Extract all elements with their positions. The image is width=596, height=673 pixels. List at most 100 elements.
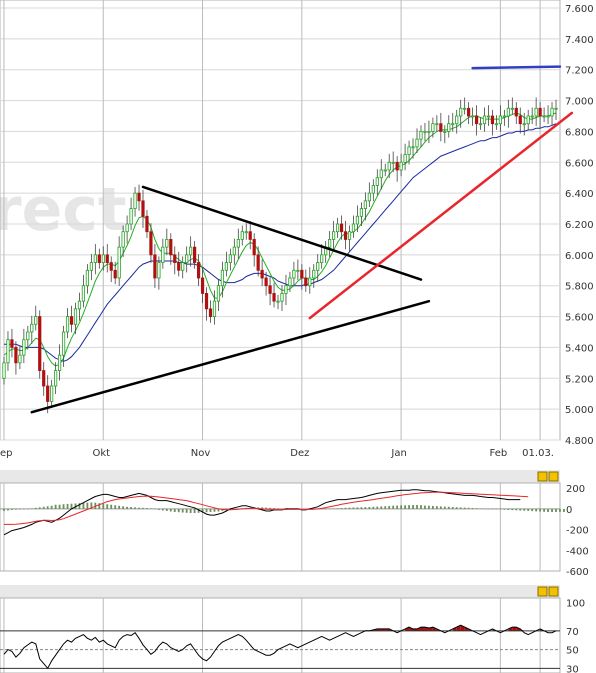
candle-body-47 xyxy=(189,246,193,256)
candle-body-136 xyxy=(542,115,546,118)
ma-slow-path xyxy=(4,123,557,362)
candle-body-27 xyxy=(109,262,113,271)
candle-body-129 xyxy=(514,107,518,117)
candle-body-32 xyxy=(129,208,133,225)
candle-body-24 xyxy=(97,254,101,263)
candle-body-137 xyxy=(546,115,550,118)
rsi-y-axis: 100 70 50 30 xyxy=(566,599,585,673)
macd-bar-86 xyxy=(344,507,347,509)
candle-body-15 xyxy=(61,331,66,356)
candle-body-43 xyxy=(173,254,177,263)
price-y-tick-8: 6.000 xyxy=(565,251,594,262)
candle-body-94 xyxy=(375,177,379,186)
candle-body-74 xyxy=(296,269,300,272)
candle-74 xyxy=(296,259,300,281)
candle-body-75 xyxy=(300,269,304,279)
candle-body-86 xyxy=(343,231,348,240)
candle-132 xyxy=(526,109,530,130)
price-y-tick-7: 6.200 xyxy=(565,220,594,231)
price-y-tick-2: 7.200 xyxy=(565,66,594,77)
macd-y-axis: 200 0 -200 -400 -600 xyxy=(566,484,589,578)
candle-body-25 xyxy=(101,254,105,263)
candle-body-97 xyxy=(387,161,391,171)
candle-body-42 xyxy=(169,239,173,256)
candle-body-52 xyxy=(208,308,213,317)
macd-bar-33 xyxy=(134,507,136,509)
candle-body-124 xyxy=(494,123,499,126)
rsi-y-tick-1: 70 xyxy=(566,627,579,638)
candle-10 xyxy=(42,362,46,396)
candle-139 xyxy=(554,99,558,121)
macd-settings-icon[interactable] xyxy=(537,471,548,482)
macd-bar-139 xyxy=(555,508,557,512)
candle-body-67 xyxy=(268,285,272,294)
candle-body-41 xyxy=(165,239,169,248)
candle-body-9 xyxy=(38,316,42,371)
candle-19 xyxy=(77,292,82,321)
candle-50 xyxy=(200,267,205,304)
rsi-path xyxy=(3,624,557,670)
candle-body-96 xyxy=(383,169,387,172)
candle-49 xyxy=(196,254,201,287)
x-label-1: Okt xyxy=(92,448,110,459)
candle-22 xyxy=(89,254,93,281)
rsi-vertical-grid xyxy=(3,598,541,673)
macd-bar-7 xyxy=(30,508,33,509)
macd-close-icon[interactable] xyxy=(548,471,559,482)
candle-126 xyxy=(502,109,506,126)
macd-bar-12 xyxy=(50,505,53,509)
candle-body-59 xyxy=(236,239,240,248)
candle-95 xyxy=(379,159,383,190)
macd-bar-111 xyxy=(443,506,446,509)
macd-bar-92 xyxy=(368,507,371,509)
macd-bar-51 xyxy=(205,508,208,513)
candle-body-12 xyxy=(50,385,54,402)
candle-131 xyxy=(522,112,526,136)
candle-body-88 xyxy=(351,223,356,233)
trendline-1 xyxy=(141,185,423,281)
macd-bar-48 xyxy=(193,508,196,514)
candle-body-22 xyxy=(89,262,93,271)
candle-51 xyxy=(204,287,209,321)
candle-43 xyxy=(173,246,177,275)
macd-bar-19 xyxy=(78,503,81,509)
candle-body-126 xyxy=(502,115,506,118)
macd-bar-101 xyxy=(404,505,406,509)
price-y-tick-14: 4.800 xyxy=(565,436,594,447)
candle-138 xyxy=(550,102,554,126)
candle-body-28 xyxy=(113,269,117,279)
macd-bar-52 xyxy=(209,508,212,512)
candle-body-37 xyxy=(149,231,153,256)
candle-118 xyxy=(471,107,475,126)
candle-102 xyxy=(407,140,411,165)
candle-1 xyxy=(6,331,10,371)
candle-body-138 xyxy=(550,107,554,117)
candle-33 xyxy=(133,186,137,217)
candle-48 xyxy=(193,240,197,269)
macd-bar-124 xyxy=(495,508,498,510)
candle-body-23 xyxy=(93,254,97,263)
macd-bar-43 xyxy=(173,508,176,512)
price-y-tick-3: 7.000 xyxy=(565,97,594,108)
rsi-close-icon[interactable] xyxy=(548,586,559,597)
candle-body-4 xyxy=(18,354,22,364)
macd-bar-99 xyxy=(396,505,399,509)
candle-105 xyxy=(419,125,423,148)
macd-bar-6 xyxy=(26,508,29,510)
candle-65 xyxy=(260,259,264,287)
rsi-panel-frame xyxy=(0,597,561,673)
macd-bar-85 xyxy=(340,508,343,509)
macd-bar-103 xyxy=(412,505,414,509)
candle-101 xyxy=(403,143,407,171)
candle-body-30 xyxy=(121,231,125,248)
macd-bar-68 xyxy=(273,508,275,509)
x-label-5: Feb xyxy=(490,448,508,459)
macd-bar-38 xyxy=(154,508,156,510)
rsi-settings-icon[interactable] xyxy=(537,586,548,597)
candle-body-83 xyxy=(332,231,336,240)
candle-52 xyxy=(208,300,213,323)
candle-body-69 xyxy=(276,300,280,303)
candle-body-118 xyxy=(471,115,475,118)
macd-bar-126 xyxy=(503,508,506,510)
